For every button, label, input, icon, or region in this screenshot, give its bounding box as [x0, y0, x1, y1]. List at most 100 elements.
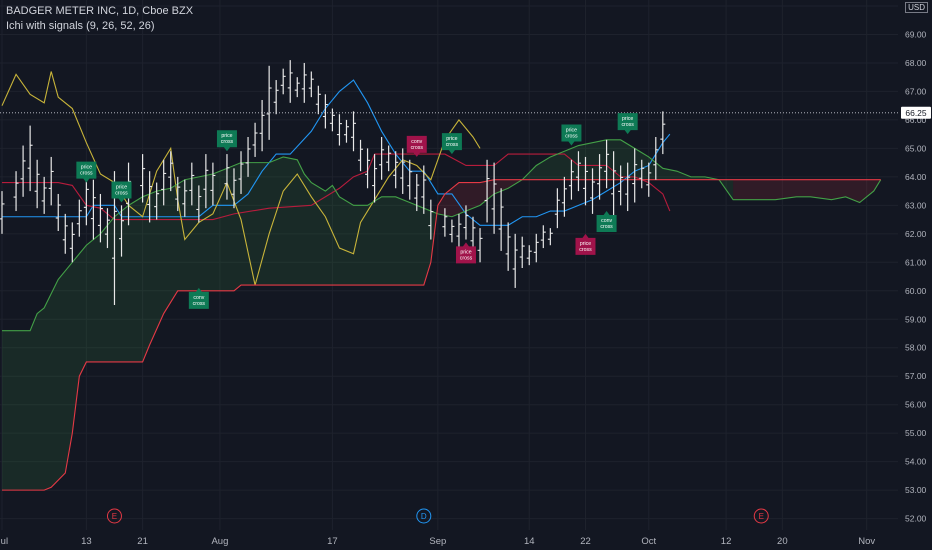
signal-label: conv: [411, 139, 422, 145]
price-bar: [590, 168, 596, 214]
price-tick-label: 56.00: [905, 400, 927, 410]
signal-label: conv: [193, 295, 204, 301]
signal-label: conv: [601, 218, 612, 224]
time-tick-label: 21: [137, 536, 148, 547]
price-bar: [175, 176, 181, 212]
leadB-line: [2, 179, 881, 491]
price-bar: [561, 176, 567, 217]
price-bar: [231, 168, 237, 209]
price-bar: [540, 225, 546, 249]
signal-label: cross: [621, 122, 634, 128]
price-bar: [611, 151, 617, 217]
signal-label: cross: [565, 134, 578, 140]
ichimoku-cloud: [2, 139, 881, 491]
price-bar: [34, 159, 40, 209]
price-bar: [407, 159, 413, 200]
price-axis-bg: [898, 0, 932, 530]
signal-label: cross: [460, 255, 473, 261]
symbol-title[interactable]: BADGER METER INC, 1D, Cboe BZX: [6, 5, 194, 17]
signal-label: price: [81, 165, 92, 171]
price-bar: [147, 171, 153, 223]
indicator-title[interactable]: Ichi with signals (9, 26, 52, 26): [6, 20, 155, 32]
price-bar: [653, 137, 659, 180]
price-bar: [484, 159, 490, 223]
price-bar: [414, 174, 420, 212]
price-bar: [27, 125, 33, 192]
price-bar: [90, 179, 96, 240]
currency-label[interactable]: USD: [905, 2, 928, 13]
price-bar: [196, 185, 202, 223]
price-tick-label: 60.00: [905, 286, 927, 296]
price-bar: [41, 176, 47, 214]
price-bar: [189, 162, 195, 206]
price-bar: [400, 148, 406, 194]
price-bars: [0, 60, 666, 306]
price-bar: [597, 154, 603, 200]
price-bar: [322, 94, 328, 129]
event-marker[interactable]: E: [106, 508, 122, 524]
event-letter: E: [759, 512, 764, 521]
price-bar: [393, 151, 399, 189]
price-bar: [69, 222, 75, 263]
signal-label: cross: [115, 191, 128, 197]
price-tick-label: 68.00: [905, 58, 927, 68]
price-bar: [154, 182, 160, 220]
price-bar: [512, 233, 518, 288]
time-tick-label: Oct: [641, 536, 656, 547]
price-bar: [660, 111, 666, 155]
price-bar: [308, 71, 314, 98]
signal-badge: [406, 135, 427, 157]
price-bar: [76, 199, 82, 237]
signal-label: cross: [579, 247, 592, 253]
signal-badge: [216, 130, 237, 152]
time-axis[interactable]: Jul 13 21 Aug 17 Sep 14 22 Oct 12 20 Nov: [0, 530, 932, 550]
price-tick-label: 58.00: [905, 343, 927, 353]
price-bar: [533, 233, 539, 263]
price-tick-label: 59.00: [905, 314, 927, 324]
time-tick-label: Jul: [0, 536, 8, 547]
price-bar: [526, 245, 532, 266]
price-bar: [315, 85, 321, 115]
price-bar: [119, 205, 125, 257]
price-tick-label: 67.00: [905, 86, 927, 96]
price-bar: [55, 193, 61, 231]
price-bar: [48, 156, 54, 206]
price-bar: [266, 65, 272, 140]
price-bar: [547, 228, 553, 246]
signal-badge: [596, 211, 617, 233]
price-axis[interactable]: 52.00 53.00 54.00 55.00 56.00 57.00 58.00 59.00…: [898, 0, 932, 530]
signal-label: price: [566, 128, 577, 134]
event-marker[interactable]: E: [753, 508, 769, 524]
signal-label: cross: [446, 142, 459, 148]
price-bar: [365, 148, 371, 189]
price-tick-label: 66.00: [905, 115, 927, 125]
price-bar: [252, 122, 258, 157]
price-tick-label: 62.00: [905, 229, 927, 239]
price-tick-label: 55.00: [905, 428, 927, 438]
price-bar: [604, 139, 610, 189]
last-price-value: 66.25: [905, 108, 927, 118]
price-bar: [646, 162, 652, 197]
event-marker[interactable]: D: [416, 508, 432, 524]
signal-badge: [76, 161, 97, 183]
last-price-tag: [901, 106, 931, 119]
price-bar: [632, 148, 638, 203]
price-bar: [203, 154, 209, 209]
price-bar: [20, 145, 26, 197]
signal-badge: [441, 133, 462, 155]
price-bar: [498, 188, 504, 251]
signal-label: price: [622, 116, 633, 122]
